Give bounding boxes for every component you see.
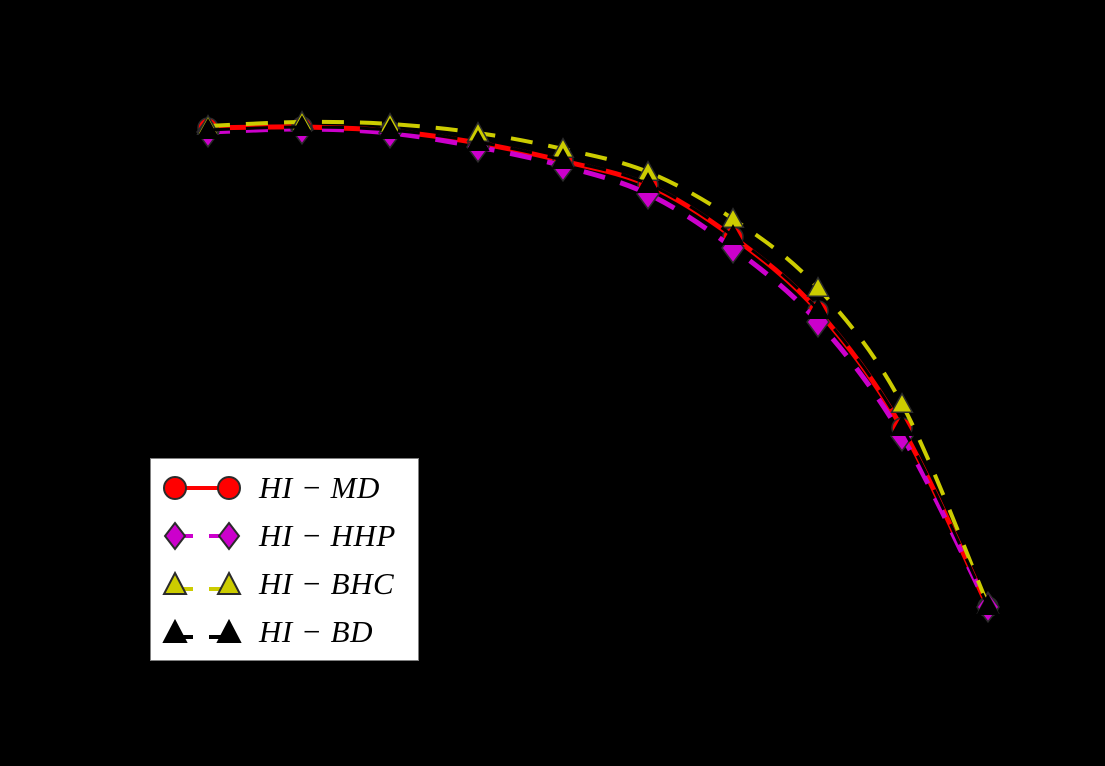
legend-sample-hi-bd [159, 615, 245, 649]
legend-item-hi-hhp[interactable]: HI − HHP [151, 512, 418, 560]
data-point-marker [378, 118, 402, 140]
data-point-marker [890, 415, 914, 437]
data-point-marker [806, 276, 830, 298]
data-point-marker [890, 392, 914, 414]
data-point-marker [551, 148, 575, 170]
legend-item-hi-bhc[interactable]: HI − BHC [151, 560, 418, 608]
chart-legend: HI − MD HI − HHP HI − BHC [150, 458, 419, 661]
legend-item-hi-md[interactable]: HI − MD [151, 464, 418, 512]
legend-label-hi-bd: HI − BD [259, 613, 373, 649]
legend-sample-hi-md [159, 471, 245, 505]
legend-label-hi-md: HI − MD [259, 469, 380, 505]
data-point-marker [636, 172, 660, 194]
series-layer [196, 110, 1000, 624]
data-point-marker [976, 594, 1000, 616]
data-point-marker [806, 298, 830, 320]
series-line [207, 119, 990, 606]
legend-label-hi-bhc: HI − BHC [259, 565, 395, 601]
legend-sample-hi-bhc [159, 567, 245, 601]
legend-sample-hi-hhp [159, 519, 245, 553]
data-point-marker [290, 115, 314, 137]
data-point-marker [466, 130, 490, 152]
series-hi-bd [196, 115, 1000, 616]
data-point-marker [721, 224, 745, 246]
series-line [207, 125, 990, 607]
legend-label-hi-hhp: HI − HHP [259, 517, 396, 553]
legend-item-hi-bd[interactable]: HI − BD [151, 608, 418, 656]
data-point-marker [196, 118, 220, 140]
